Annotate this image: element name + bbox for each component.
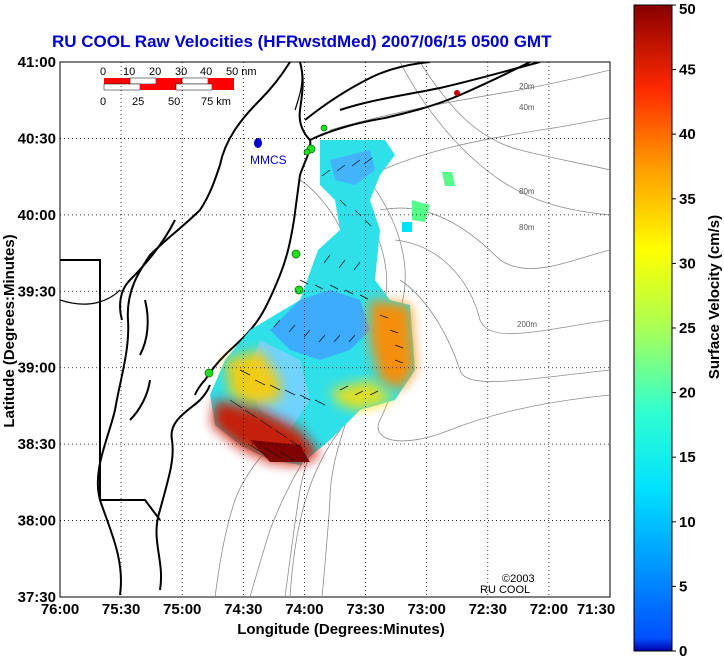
station-marker — [291, 249, 301, 259]
x-tick-label: 73:00 — [407, 601, 445, 618]
y-tick-label: 40:00 — [18, 207, 56, 224]
station-marker — [320, 124, 328, 132]
x-tick-label: 75:00 — [163, 601, 201, 618]
hf-radar-stations — [204, 124, 328, 378]
x-tick-label: 72:30 — [469, 601, 507, 618]
station-marker — [303, 148, 311, 156]
y-tick-label: 38:00 — [18, 513, 56, 530]
site-marker — [254, 138, 262, 148]
y-tick-label: 40:30 — [18, 130, 56, 147]
x-tick-label: 71:30 — [577, 601, 615, 618]
scale-nm-label: 10 — [123, 66, 135, 78]
colorbar-tick-label: 20 — [679, 385, 696, 402]
colorbar-tick-label: 25 — [679, 320, 696, 337]
scale-nm-label: 20 — [149, 66, 161, 78]
figure-title: RU COOL Raw Velocities (HFRwstdMed) 2007… — [52, 32, 552, 51]
colorbar-gradient — [633, 4, 673, 652]
x-tick-label: 75:30 — [102, 601, 140, 618]
y-tick-label: 41:00 — [18, 54, 56, 71]
x-tick-label: 74:30 — [224, 601, 262, 618]
colorbar: 0 5 10 15 20 25 30 35 40 45 50 Surface Velocity (c… — [633, 1, 723, 659]
y-tick-label: 38:30 — [18, 436, 56, 453]
scale-km-label: 0 — [100, 96, 106, 108]
colorbar-ticks: 0 5 10 15 20 25 30 35 40 45 50 — [672, 1, 696, 659]
y-tick-label: 37:30 — [18, 589, 56, 606]
colorbar-tick-label: 10 — [679, 514, 696, 531]
colorbar-tick-label: 5 — [679, 578, 687, 595]
scale-km-label: 50 — [168, 96, 180, 108]
colorbar-tick-label: 50 — [679, 1, 696, 18]
velocity-field — [210, 140, 455, 465]
colorbar-tick-label: 30 — [679, 255, 696, 272]
scale-km-label: 25 — [132, 96, 144, 108]
colorbar-tick-label: 35 — [679, 191, 696, 208]
depth-label: 200m — [517, 320, 537, 329]
depth-label: 40m — [519, 103, 535, 112]
x-tick-label: 76:00 — [41, 601, 79, 618]
colorbar-label: Surface Velocity (cm/s) — [706, 215, 723, 379]
x-axis-ticks: 76:00 75:30 75:00 74:30 74:00 73:30 73:00 72:30… — [41, 601, 615, 618]
depth-labels: 20m 40m 80m 80m 200m — [517, 82, 537, 329]
scale-nm-label: 50 nm — [226, 66, 257, 78]
x-axis-label: Longitude (Degrees:Minutes) — [237, 621, 445, 638]
colorbar-tick-label: 0 — [679, 643, 687, 659]
x-tick-label: 73:30 — [346, 601, 384, 618]
state-boundaries — [60, 62, 303, 305]
depth-label: 80m — [519, 187, 535, 196]
colorbar-tick-label: 15 — [679, 449, 696, 466]
coastline — [60, 62, 541, 596]
y-axis-ticks: 41:00 40:30 40:00 39:30 39:00 38:30 38:00 37:30 — [18, 54, 56, 606]
scale-km-label: 75 km — [201, 96, 231, 108]
scale-bar: 0 10 20 30 40 50 nm 0 25 50 75 km — [100, 66, 257, 108]
scale-nm-label: 30 — [175, 66, 187, 78]
x-tick-label: 72:00 — [530, 601, 568, 618]
colorbar-tick-label: 40 — [679, 126, 696, 143]
station-marker — [204, 368, 214, 378]
plot-area: MMCS 20m 40m 80m 80m 200m 0 — [59, 61, 611, 598]
depth-label: 80m — [519, 223, 535, 232]
y-tick-label: 39:00 — [18, 360, 56, 377]
credit-org: RU COOL — [480, 584, 530, 596]
scale-nm-label: 40 — [200, 66, 212, 78]
red-marker — [454, 90, 460, 96]
credit-year: ©2003 — [502, 573, 535, 585]
scale-nm-label: 0 — [100, 66, 106, 78]
y-axis-label: Latitude (Degrees:Minutes) — [1, 234, 18, 427]
colorbar-tick-label: 45 — [679, 62, 696, 79]
x-tick-label: 74:00 — [285, 601, 323, 618]
site-label: MMCS — [250, 153, 287, 167]
depth-label: 20m — [519, 82, 535, 91]
station-marker — [294, 285, 304, 295]
y-tick-label: 39:30 — [18, 283, 56, 300]
